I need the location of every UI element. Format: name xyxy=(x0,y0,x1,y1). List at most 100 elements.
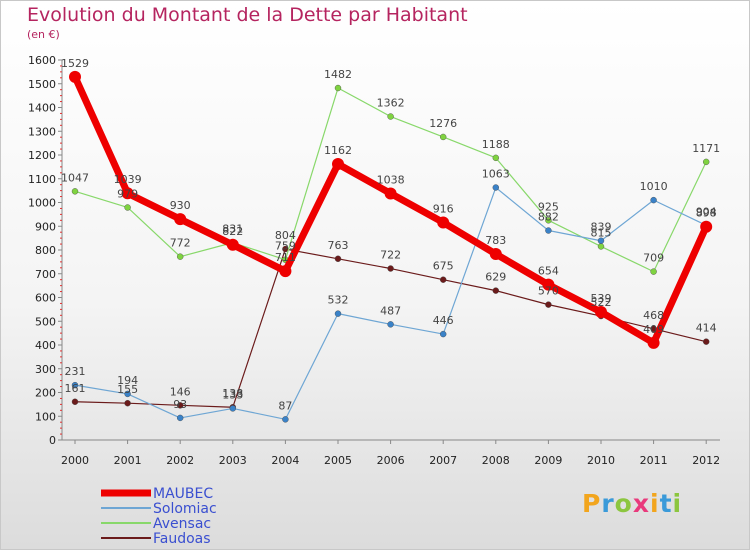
data-point-avensac xyxy=(703,158,710,166)
data-label-avensac: 1188 xyxy=(482,138,510,151)
data-point-solomiac xyxy=(334,310,342,317)
data-point-faudoas xyxy=(334,255,342,262)
data-label-faudoas: 804 xyxy=(275,229,296,242)
data-point-avensac xyxy=(492,154,499,162)
data-point-solomiac xyxy=(440,330,447,338)
data-label-faudoas: 146 xyxy=(170,385,191,398)
data-point-maubec xyxy=(121,187,134,200)
data-label-maubec: 783 xyxy=(485,234,506,247)
data-label-avensac: 1362 xyxy=(377,97,405,110)
data-label-avensac: 772 xyxy=(170,237,191,250)
data-point-avensac xyxy=(176,253,184,260)
data-point-solomiac xyxy=(597,237,605,244)
data-label-avensac: 815 xyxy=(591,226,612,239)
data-label-solomiac: 532 xyxy=(328,294,349,307)
data-point-maubec xyxy=(174,213,187,226)
data-point-maubec xyxy=(437,216,450,229)
data-label-solomiac: 1010 xyxy=(640,180,668,193)
data-label-maubec: 930 xyxy=(170,199,191,212)
data-label-faudoas: 161 xyxy=(65,382,86,395)
data-point-solomiac xyxy=(229,405,237,412)
data-label-maubec: 1039 xyxy=(114,173,142,186)
chart-subtitle: (en €) xyxy=(27,28,60,41)
data-label-faudoas: 763 xyxy=(328,239,349,252)
data-point-maubec xyxy=(384,187,397,200)
x-tick-label: 2006 xyxy=(377,454,405,467)
data-point-avensac xyxy=(545,217,552,224)
data-point-solomiac xyxy=(387,321,394,328)
data-label-faudoas: 722 xyxy=(380,249,401,262)
data-point-faudoas xyxy=(545,301,552,308)
data-point-maubec xyxy=(542,278,555,291)
y-tick-label: 1000 xyxy=(28,197,56,210)
data-point-faudoas xyxy=(387,265,394,272)
data-point-maubec xyxy=(226,238,239,251)
data-point-maubec xyxy=(279,265,292,278)
proxiti-logo: Proxiti xyxy=(582,489,682,518)
y-tick-label: 700 xyxy=(35,268,56,281)
data-label-maubec: 822 xyxy=(222,225,243,238)
x-tick-label: 2007 xyxy=(429,454,457,467)
y-tick-label: 1200 xyxy=(28,149,56,162)
logo-letter: t xyxy=(659,489,673,518)
y-tick-label: 0 xyxy=(49,434,56,447)
data-label-faudoas: 468 xyxy=(643,309,664,322)
data-point-solomiac xyxy=(545,227,552,234)
data-point-solomiac xyxy=(71,381,79,389)
data-point-solomiac xyxy=(282,416,289,423)
data-point-faudoas xyxy=(440,276,447,283)
data-point-faudoas xyxy=(176,402,184,409)
data-point-maubec xyxy=(332,158,344,171)
data-point-maubec xyxy=(489,248,502,261)
y-tick-label: 400 xyxy=(35,339,56,352)
data-label-faudoas: 629 xyxy=(485,271,506,284)
x-tick-label: 2005 xyxy=(324,454,352,467)
data-label-solomiac: 194 xyxy=(117,374,138,387)
y-tick-label: 600 xyxy=(35,292,56,305)
data-label-avensac: 1171 xyxy=(692,142,720,155)
data-label-solomiac: 839 xyxy=(591,221,612,234)
data-point-faudoas xyxy=(703,338,710,345)
data-label-faudoas: 570 xyxy=(538,285,559,298)
x-tick-label: 2008 xyxy=(482,454,510,467)
data-point-avensac xyxy=(334,84,342,92)
chart-axes: 0 100 200 300 400 500 600 700 800 900 1000 1100 1200… xyxy=(28,54,720,467)
data-label-avensac: 759 xyxy=(275,240,296,253)
y-tick-label: 200 xyxy=(35,387,56,400)
logo-letter: x xyxy=(632,489,650,518)
logo-letter: o xyxy=(614,489,633,518)
y-tick-label: 1100 xyxy=(28,173,56,186)
data-point-solomiac xyxy=(650,196,657,204)
data-point-faudoas xyxy=(124,399,131,407)
data-point-avensac xyxy=(387,113,394,120)
data-label-avensac: 1276 xyxy=(429,117,457,130)
x-tick-label: 2000 xyxy=(61,454,89,467)
data-label-avensac: 709 xyxy=(643,252,664,265)
y-tick-label: 500 xyxy=(35,315,56,328)
data-label-maubec: 409 xyxy=(643,323,664,336)
data-label-solomiac: 446 xyxy=(433,314,454,327)
logo-letter: P xyxy=(582,489,602,518)
legend-label-maubec: MAUBEC xyxy=(153,486,213,502)
logo-letter: i xyxy=(650,489,660,518)
series-line-faudoas xyxy=(74,248,707,408)
logo-letter: i xyxy=(672,489,683,518)
legend-label-avensac: Avensac xyxy=(153,516,211,532)
data-label-solomiac: 231 xyxy=(65,365,86,378)
legend-label-faudoas: Faudoas xyxy=(153,531,211,547)
data-label-faudoas: 414 xyxy=(696,322,717,335)
y-tick-label: 1600 xyxy=(28,54,56,67)
data-point-solomiac xyxy=(492,184,499,191)
data-label-avensac: 1047 xyxy=(61,171,89,184)
y-tick-label: 300 xyxy=(35,363,56,376)
data-label-faudoas: 138 xyxy=(222,387,243,400)
data-point-solomiac xyxy=(176,414,184,422)
chart-title: Evolution du Montant de la Dette par Hab… xyxy=(27,4,468,26)
data-point-faudoas xyxy=(492,287,499,294)
data-label-maubec: 1529 xyxy=(61,57,89,70)
data-label-solomiac: 487 xyxy=(380,304,401,317)
data-point-maubec xyxy=(647,336,660,349)
x-tick-label: 2002 xyxy=(166,454,194,467)
data-point-maubec xyxy=(595,305,607,318)
